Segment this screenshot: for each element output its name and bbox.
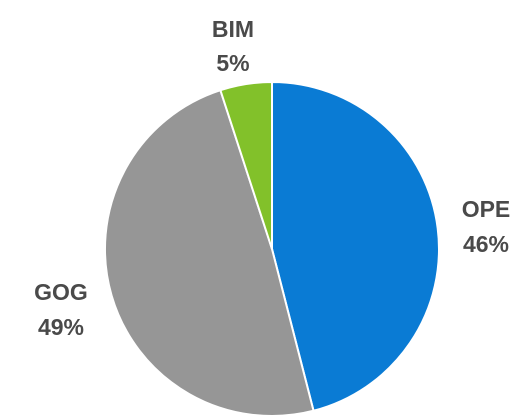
slice-value-bim: 5% — [216, 50, 249, 76]
slice-value-ope: 46% — [463, 231, 509, 257]
slice-label-gog: GOG — [34, 279, 88, 305]
pie-slices — [104, 81, 440, 417]
slice-label-bim: BIM — [212, 16, 254, 42]
pie-slice-ope — [271, 81, 440, 412]
pie-labels: OPE 46% GOG 49% BIM 5% — [34, 16, 510, 340]
pie-slice-bim — [219, 81, 273, 250]
pie-slice-gog — [104, 89, 315, 417]
slice-label-ope: OPE — [462, 196, 511, 222]
slice-value-gog: 49% — [38, 314, 84, 340]
